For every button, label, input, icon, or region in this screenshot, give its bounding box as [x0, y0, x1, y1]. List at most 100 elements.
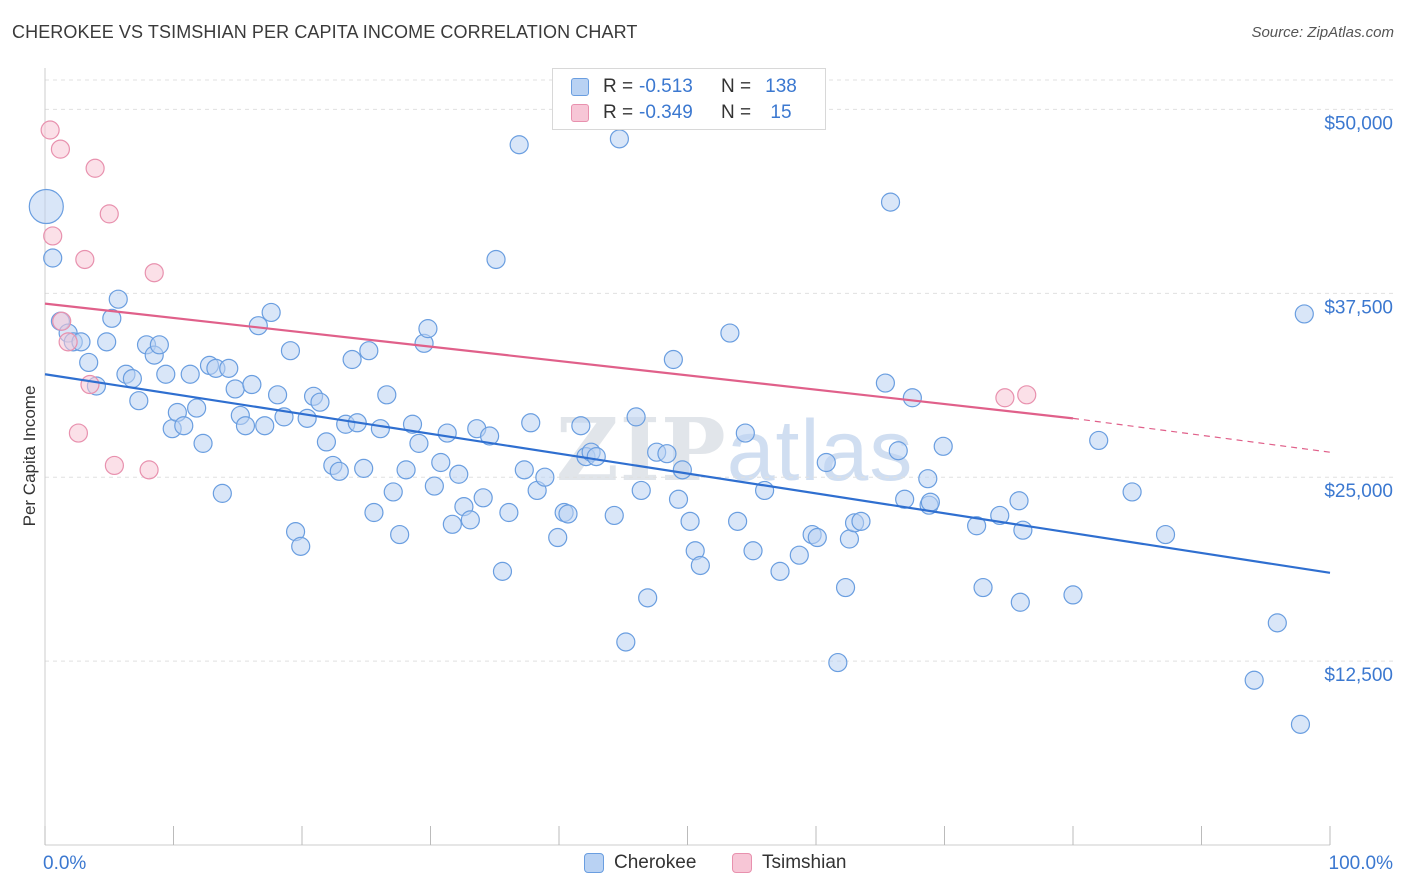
tsimshian-point	[40, 120, 60, 140]
cherokee-point	[409, 433, 429, 453]
cherokee-point	[888, 441, 908, 461]
cherokee-point	[902, 388, 922, 408]
y-axis-label: Per Capita Income	[20, 386, 39, 527]
legend-row-cherokee: R = -0.513 N = 138	[571, 74, 801, 100]
cherokee-point	[851, 511, 871, 531]
cherokee-point	[586, 447, 606, 467]
cherokee-point	[609, 129, 629, 149]
cherokee-point	[431, 452, 451, 473]
cherokee-point	[390, 524, 410, 545]
legend-label-tsimshian: Tsimshian	[762, 852, 847, 873]
cherokee-point	[835, 577, 856, 598]
cherokee-point	[1155, 524, 1176, 545]
tsimshian-trend-line	[44, 302, 1074, 420]
cherokee-point	[383, 482, 403, 502]
cherokee-point	[364, 502, 384, 523]
legend-row-tsimshian: R = -0.349 N = 15	[571, 100, 801, 126]
cherokee-point	[807, 527, 827, 548]
n-label: N =	[721, 102, 752, 123]
cherokee-point	[108, 289, 128, 309]
correlation-legend: R = -0.513 N = 138 R = -0.349 N = 15	[552, 68, 826, 130]
r-value: -0.349	[639, 102, 693, 123]
tsimshian-point	[995, 388, 1015, 408]
cherokee-point	[770, 561, 790, 581]
tsimshian-point	[50, 139, 71, 159]
cherokee-swatch	[571, 78, 589, 96]
source-label: Source: ZipAtlas.com	[1251, 24, 1394, 41]
cherokee-point	[261, 302, 281, 323]
cherokee-point	[631, 480, 651, 501]
tsimshian-point	[104, 455, 124, 476]
tsimshian-point	[85, 158, 105, 178]
cherokee-point	[342, 349, 362, 370]
y-tick-label: $12,500	[1324, 665, 1393, 686]
cherokee-point	[839, 529, 860, 549]
cherokee-point	[973, 577, 993, 598]
cherokee-point	[789, 545, 809, 565]
cherokee-point	[728, 511, 748, 531]
cherokee-point	[370, 419, 390, 439]
cherokee-point	[558, 504, 578, 524]
r-value: -0.513	[639, 76, 693, 97]
cherokee-point	[743, 541, 763, 561]
cherokee-point	[480, 426, 500, 446]
cherokee-point	[1267, 613, 1287, 633]
cherokee-point	[43, 248, 63, 268]
cherokee-point	[604, 505, 624, 526]
cherokee-point	[129, 391, 149, 411]
x-tick-label: 100.0%	[1329, 853, 1394, 874]
cherokee-point	[255, 416, 275, 436]
legend-label-cherokee: Cherokee	[614, 852, 697, 873]
cherokee-point	[219, 358, 239, 378]
cherokee-point	[267, 385, 288, 405]
y-tick-label: $50,000	[1324, 113, 1393, 134]
cherokee-point	[418, 319, 438, 339]
cherokee-point	[668, 489, 689, 509]
cherokee-swatch	[584, 853, 604, 873]
watermark-atlas: atlas	[726, 403, 914, 499]
tsimshian-point	[80, 374, 100, 395]
cherokee-point	[377, 385, 397, 405]
cherokee-point	[396, 460, 416, 480]
cherokee-point	[828, 652, 848, 673]
r-label: R =	[603, 76, 634, 97]
cherokee-point	[626, 407, 646, 427]
cherokee-point	[187, 398, 207, 418]
tsimshian-trend-extension	[1072, 417, 1331, 453]
cherokee-point	[359, 341, 379, 361]
axes	[44, 68, 1331, 846]
n-value: 15	[770, 102, 792, 123]
cherokee-point	[895, 489, 915, 509]
cherokee-point	[473, 488, 493, 508]
cherokee-point	[79, 352, 99, 373]
x-tick-label: 0.0%	[43, 853, 86, 874]
cherokee-point	[548, 527, 568, 548]
tsimshian-point	[1017, 385, 1037, 405]
tsimshian-point	[75, 249, 95, 270]
cherokee-point	[920, 492, 940, 512]
n-label: N =	[721, 76, 752, 97]
tsimshian-point	[68, 423, 89, 443]
cherokee-point	[514, 460, 534, 480]
cherokee-point	[486, 249, 506, 270]
cherokee-point	[156, 364, 176, 384]
cherokee-point	[933, 436, 953, 456]
tsimshian-point	[52, 311, 72, 331]
cherokee-point	[449, 464, 469, 484]
cherokee-point	[212, 483, 232, 503]
cherokee-point	[690, 555, 710, 576]
cherokee-point	[521, 413, 541, 433]
cherokee-point	[310, 392, 330, 412]
chart-title: CHEROKEE VS TSIMSHIAN PER CAPITA INCOME …	[12, 22, 638, 42]
cherokee-point	[225, 379, 245, 399]
cherokee-point	[102, 308, 122, 328]
cherokee-point	[297, 408, 317, 428]
cherokee-point	[990, 505, 1010, 526]
cherokee-trend-line	[44, 373, 1331, 574]
tsimshian-swatch	[732, 853, 752, 873]
cherokee-point	[149, 335, 169, 355]
cherokee-points	[28, 129, 1314, 734]
cherokee-point	[875, 373, 895, 393]
cherokee-point	[720, 323, 740, 343]
